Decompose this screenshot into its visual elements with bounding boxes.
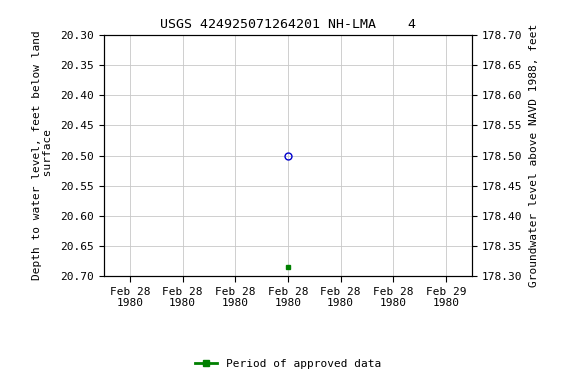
Y-axis label: Depth to water level, feet below land
 surface: Depth to water level, feet below land su…	[32, 31, 53, 280]
Y-axis label: Groundwater level above NAVD 1988, feet: Groundwater level above NAVD 1988, feet	[529, 24, 540, 287]
Title: USGS 424925071264201 NH-LMA    4: USGS 424925071264201 NH-LMA 4	[160, 18, 416, 31]
Legend: Period of approved data: Period of approved data	[191, 354, 385, 374]
